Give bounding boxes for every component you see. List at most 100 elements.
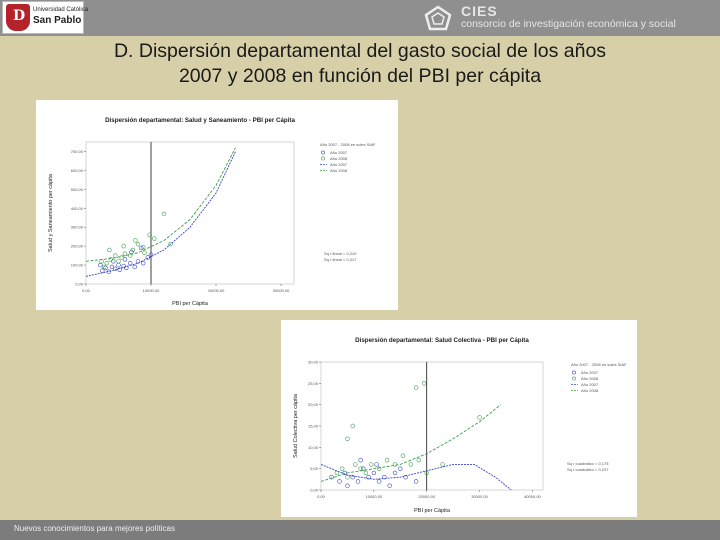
data-point	[345, 475, 350, 480]
chart-salud-saneamiento: Dispersión departamental: Salud y Saneam…	[36, 100, 398, 310]
data-point	[132, 264, 137, 270]
cies-name: CIES	[461, 3, 498, 19]
data-point	[142, 250, 147, 255]
chart-title: Dispersión departamental: Salud y Saneam…	[105, 117, 295, 124]
y-tick-label: 300,00	[71, 225, 84, 230]
y-tick-label: 30,00	[308, 360, 319, 365]
x-tick-label: 20000,00	[208, 288, 225, 293]
data-point	[350, 475, 355, 480]
cies-tagline: consorcio de investigación económica y s…	[461, 18, 676, 30]
data-point	[366, 475, 371, 480]
data-point	[337, 479, 342, 484]
data-point	[358, 457, 363, 463]
data-point	[121, 243, 126, 249]
fit-annotation: Sq r lineal = 0,317	[324, 257, 357, 262]
data-point	[122, 251, 128, 256]
legend-entry: Año 2007	[581, 370, 599, 375]
legend-entry: Año 2007	[330, 162, 348, 167]
data-point	[374, 462, 379, 467]
data-point	[353, 462, 358, 467]
legend-entry: Año 2008	[330, 156, 348, 161]
data-point	[119, 255, 124, 260]
university-name-line1: Universidad Católica	[33, 7, 89, 13]
legend-marker	[321, 156, 325, 161]
data-point	[135, 242, 141, 247]
legend-title: Año 2007 - 2008 en soles SIAF	[320, 142, 376, 147]
data-point	[148, 252, 154, 257]
legend-marker	[572, 376, 576, 381]
data-point	[387, 483, 392, 488]
legend-entry: Año 2007	[330, 150, 348, 155]
x-axis-label: PBI per Cápita	[414, 508, 451, 514]
data-point	[477, 415, 482, 420]
data-point	[408, 462, 414, 467]
footer-bar: Nuevos conocimientos para mejores políti…	[0, 520, 720, 540]
data-point	[122, 257, 128, 262]
x-tick-label: 30000,00	[471, 494, 488, 499]
y-tick-label: 25,00	[308, 381, 319, 386]
fit-line	[321, 404, 501, 482]
cies-pentagon-icon	[424, 5, 452, 31]
legend-entry: Año 2008	[581, 388, 599, 393]
y-tick-label: 700,00	[71, 149, 84, 154]
data-point	[104, 260, 110, 266]
data-point	[440, 462, 445, 467]
data-point	[339, 466, 345, 471]
data-point	[350, 423, 355, 429]
data-point	[416, 457, 421, 463]
slide-title-line1: D. Dispersión departamental del gasto so…	[113, 40, 607, 62]
y-axis-label: Salud y Saneamiento per cápita	[48, 173, 54, 252]
data-point	[113, 266, 118, 272]
legend-entry: Año 2008	[581, 376, 599, 381]
data-point	[376, 479, 382, 484]
legend-entry: Año 2007	[581, 382, 599, 387]
data-point	[116, 259, 121, 264]
data-point	[168, 242, 173, 247]
data-point	[361, 466, 366, 471]
x-tick-label: 20000,00	[418, 494, 435, 499]
fit-annotation: Sq r lineal = 0,310	[324, 251, 357, 256]
y-tick-label: 600,00	[71, 168, 84, 173]
data-point	[117, 267, 123, 273]
data-point	[130, 247, 136, 253]
data-point	[334, 470, 340, 476]
data-point	[329, 475, 334, 480]
data-point	[109, 264, 115, 270]
y-tick-label: 200,00	[71, 244, 84, 249]
y-tick-label: 100,00	[71, 263, 84, 268]
header-bar: D Universidad Católica San Pablo CIES co…	[0, 0, 720, 36]
data-point	[413, 479, 419, 484]
data-point	[140, 244, 146, 250]
data-point	[392, 462, 398, 467]
plot-area	[85, 141, 295, 285]
data-point	[108, 257, 113, 262]
x-tick-label: 0,00	[317, 494, 326, 499]
y-tick-label: 5,00	[310, 466, 319, 471]
chart-salud-colectiva: Dispersión departamental: Salud Colectiv…	[281, 320, 637, 517]
fit-annotation: Sq r cuadrático = 0,237	[567, 467, 609, 472]
data-point	[400, 453, 406, 459]
data-point	[161, 211, 167, 217]
data-point	[355, 479, 361, 484]
fit-line	[86, 151, 236, 277]
data-point	[424, 470, 429, 476]
data-point	[363, 470, 369, 476]
data-point	[382, 475, 387, 480]
data-point	[124, 265, 129, 271]
data-point	[107, 247, 112, 253]
scatter-chart-2: Dispersión departamental: Salud Colectiv…	[293, 337, 627, 514]
y-tick-label: 0,00	[75, 282, 84, 287]
data-point	[147, 232, 152, 237]
y-tick-label: 20,00	[308, 402, 319, 407]
y-tick-label: 10,00	[308, 445, 319, 450]
university-logo: D Universidad Católica San Pablo	[2, 1, 88, 34]
x-tick-label: 0,00	[82, 288, 91, 293]
y-axis-label: Salud Colectiva per cápita	[293, 393, 299, 458]
data-point	[384, 457, 390, 463]
data-point	[413, 385, 419, 390]
legend-title: Año 2007 - 2008 en soles SIAF	[571, 362, 627, 367]
chart-title: Dispersión departamental: Salud Colectiv…	[355, 337, 529, 344]
x-tick-label: 30000,00	[273, 288, 290, 293]
footer-tagline: Nuevos conocimientos para mejores políti…	[14, 524, 175, 533]
data-point	[376, 466, 382, 471]
